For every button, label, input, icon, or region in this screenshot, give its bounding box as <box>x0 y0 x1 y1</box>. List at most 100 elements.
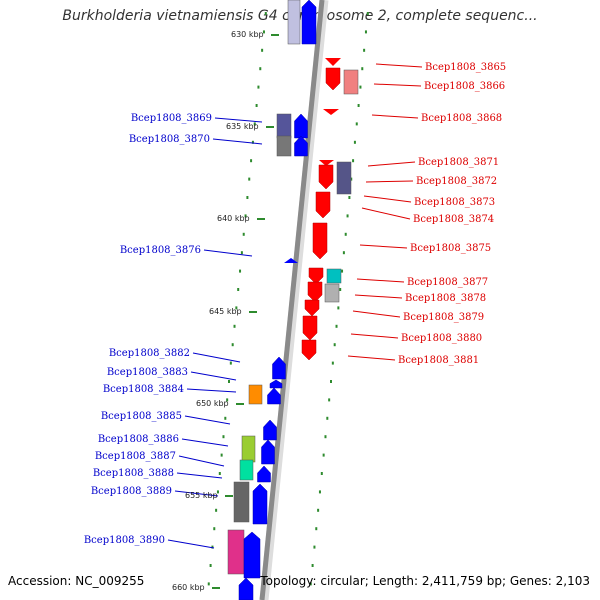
tick-left <box>235 306 238 310</box>
tick-right <box>315 527 318 531</box>
scale-tick <box>249 311 257 313</box>
reverse-gene <box>302 315 318 341</box>
tick-left <box>240 251 243 255</box>
cog-box <box>287 0 301 45</box>
leader-line-forward <box>167 539 215 549</box>
cog-box <box>326 268 342 284</box>
reverse-gene <box>307 281 323 303</box>
gene-label-forward: Bcep1808_3869 <box>131 113 212 124</box>
tick-left <box>259 67 262 71</box>
scale-label: 660 kbp <box>172 583 205 592</box>
scale-tick <box>271 34 279 36</box>
gene-label-reverse: Bcep1808_3868 <box>421 113 502 124</box>
reverse-gene <box>315 191 331 219</box>
gene-label-forward: Bcep1808_3884 <box>103 384 184 395</box>
gene-label-reverse: Bcep1808_3877 <box>407 277 488 288</box>
leader-line-forward <box>190 371 237 381</box>
accession-text: Accession: NC_009255 <box>8 574 145 588</box>
leader-line-reverse <box>373 83 422 87</box>
forward-gene <box>238 577 254 600</box>
topology-text: Topology: circular; Length: 2,411,759 bp… <box>260 574 590 588</box>
backbone-line <box>259 0 325 600</box>
reverse-gene <box>325 58 341 66</box>
tick-right <box>328 398 331 402</box>
tick-right <box>344 232 347 236</box>
cog-box <box>276 113 292 139</box>
tick-right <box>313 545 316 549</box>
tick-left <box>231 343 234 347</box>
leader-line-forward <box>203 249 253 257</box>
forward-gene <box>267 387 281 405</box>
leader-line-reverse <box>365 180 414 183</box>
forward-gene <box>261 439 275 465</box>
scale-label: 640 kbp <box>217 214 250 223</box>
tick-left <box>222 435 225 439</box>
leader-line-reverse <box>367 161 416 167</box>
tick-right <box>333 343 336 347</box>
tick-left <box>253 122 256 126</box>
tick-left <box>264 12 267 15</box>
gene-label-forward: Bcep1808_3870 <box>129 134 210 145</box>
leader-line-reverse <box>375 63 423 68</box>
gene-label-reverse: Bcep1808_3874 <box>413 214 494 225</box>
tick-left <box>242 232 245 236</box>
tick-left <box>261 48 264 52</box>
scale-tick <box>257 218 265 220</box>
gene-label-reverse: Bcep1808_3865 <box>425 62 506 73</box>
cog-box <box>241 435 256 463</box>
tick-left <box>229 361 232 365</box>
tick-left <box>250 159 253 163</box>
scale-tick <box>236 403 244 405</box>
leader-line-reverse <box>352 310 401 318</box>
tick-left <box>248 177 251 181</box>
cog-box <box>248 384 263 405</box>
scale-label: 630 kbp <box>231 30 264 39</box>
forward-gene <box>301 0 317 45</box>
gene-label-forward: Bcep1808_3889 <box>91 486 172 497</box>
gene-label-forward: Bcep1808_3887 <box>95 451 176 462</box>
gene-label-reverse: Bcep1808_3880 <box>401 333 482 344</box>
reverse-gene <box>304 299 320 317</box>
scale-labels: 630 kbp 635 kbp 640 kbp 645 kbp 650 kbp 655 k… <box>172 30 279 592</box>
reverse-gene <box>323 109 339 115</box>
reverse-gene <box>308 267 324 285</box>
tick-right <box>361 67 364 71</box>
tick-right <box>366 12 369 15</box>
label-leader-lines <box>167 63 423 549</box>
tick-marks <box>207 12 369 586</box>
tick-left <box>218 472 221 475</box>
tick-right <box>363 48 366 52</box>
tick-left <box>233 324 236 328</box>
scale-tick <box>266 126 274 128</box>
forward-gene <box>284 258 298 263</box>
tick-right <box>317 508 320 512</box>
scale-label: 655 kbp <box>185 491 218 500</box>
gene-label-reverse: Bcep1808_3875 <box>410 243 491 254</box>
reverse-gene <box>318 164 334 190</box>
tick-right <box>357 104 360 107</box>
leader-line-reverse <box>361 207 411 220</box>
tick-left <box>246 196 249 199</box>
gene-label-forward: Bcep1808_3876 <box>120 245 201 256</box>
tick-left <box>207 582 210 586</box>
reverse-gene <box>319 160 334 166</box>
scale-label: 635 kbp <box>226 122 259 131</box>
tick-right <box>311 564 314 567</box>
forward-gene <box>252 483 268 525</box>
tick-left <box>239 269 242 273</box>
reverse-gene <box>312 222 328 260</box>
tick-left <box>213 527 216 531</box>
forward-gene <box>263 419 277 441</box>
forward-gene <box>269 379 283 389</box>
leader-line-forward <box>184 415 231 425</box>
leader-line-forward <box>178 455 225 467</box>
tick-left <box>226 398 229 402</box>
tick-right <box>342 251 345 255</box>
gene-label-reverse: Bcep1808_3873 <box>414 197 495 208</box>
forward-gene <box>243 531 261 579</box>
leader-line-reverse <box>371 114 419 119</box>
tick-right <box>320 472 323 475</box>
tick-left <box>220 453 223 457</box>
leader-line-forward <box>174 490 219 497</box>
